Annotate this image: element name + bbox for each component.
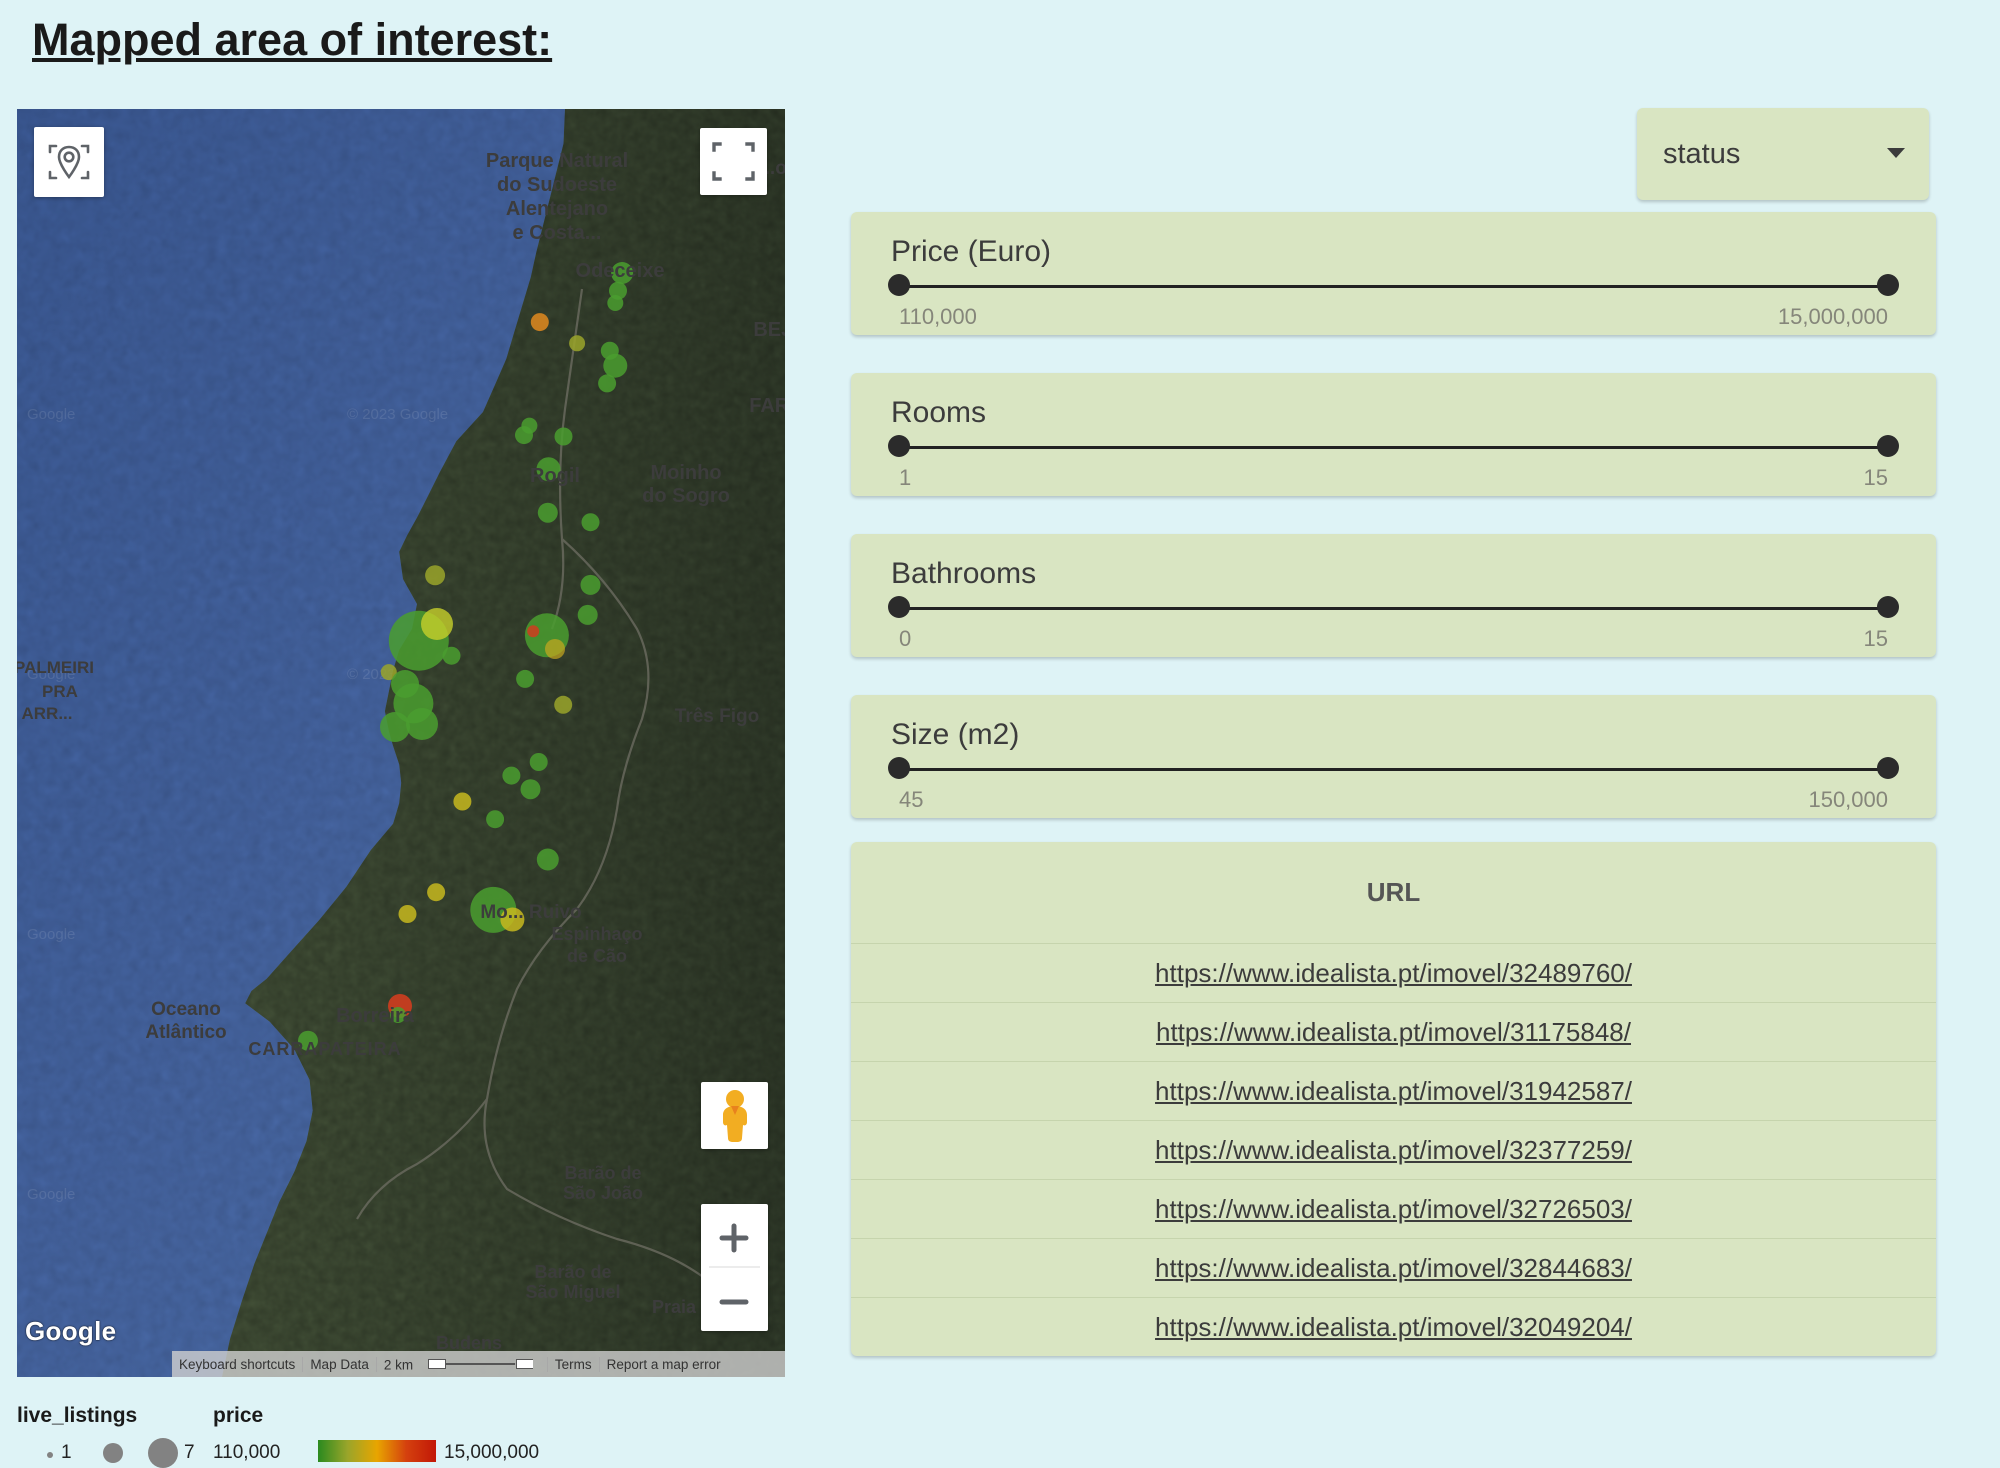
svg-text:Budens: Budens [436, 1333, 502, 1353]
svg-text:de Cão: de Cão [567, 946, 627, 966]
svg-text:ARR...: ARR... [22, 704, 73, 723]
svg-text:© 2023 Google: © 2023 Google [347, 406, 448, 423]
svg-text:Espinhaço: Espinhaço [551, 924, 642, 944]
svg-text:BEJA: BEJA [753, 319, 785, 341]
svg-text:do Sudoeste: do Sudoeste [497, 174, 617, 196]
svg-text:e Costa...: e Costa... [513, 222, 602, 244]
svg-text:Parque Natural: Parque Natural [486, 150, 628, 172]
svg-text:Google: Google [27, 406, 75, 423]
svg-text:PALMEIRI: PALMEIRI [17, 658, 94, 677]
svg-text:PRA: PRA [42, 682, 78, 701]
svg-text:CARRAPATEIRA: CARRAPATEIRA [248, 1039, 401, 1059]
svg-text:do Sogro: do Sogro [642, 485, 730, 507]
svg-text:FARO: FARO [749, 395, 785, 417]
svg-text:Barão de: Barão de [564, 1163, 641, 1183]
svg-text:Rogil: Rogil [530, 465, 580, 487]
svg-text:Atlântico: Atlântico [145, 1022, 226, 1043]
svg-text:Barão de: Barão de [534, 1262, 611, 1282]
svg-text:Praia: Praia [652, 1297, 697, 1317]
svg-text:São João: São João [563, 1183, 643, 1203]
svg-text:Alentejano: Alentejano [506, 198, 608, 220]
svg-text:Odeceixe: Odeceixe [576, 260, 665, 282]
svg-text:Borreira: Borreira [336, 1005, 415, 1027]
svg-text:Moinho: Moinho [650, 462, 721, 484]
svg-text:São Miguel: São Miguel [525, 1282, 620, 1302]
svg-text:Oceano: Oceano [151, 999, 221, 1020]
svg-text:Mo... Ruivo: Mo... Ruivo [480, 902, 581, 923]
svg-text:Google: Google [27, 926, 75, 943]
svg-text:Google: Google [27, 1186, 75, 1203]
svg-text:Três Figo: Três Figo [675, 706, 759, 727]
